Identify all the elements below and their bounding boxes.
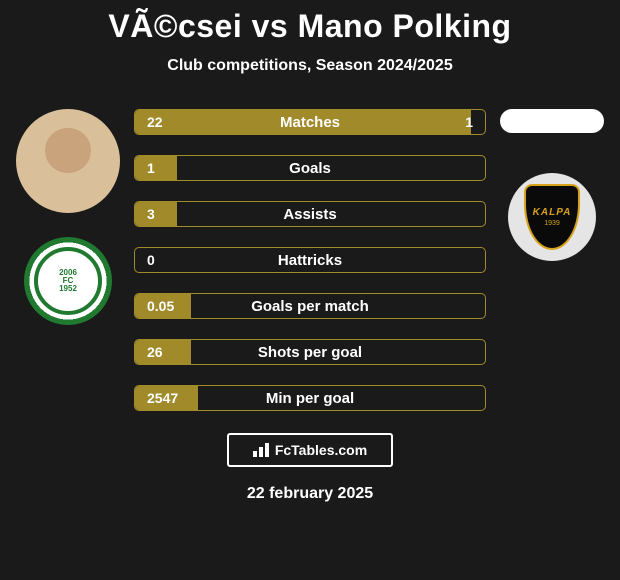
club-shield-year: 1939 <box>544 220 560 227</box>
stat-label: Min per goal <box>135 390 485 407</box>
stat-row: 3Assists <box>134 201 486 227</box>
branding-text: FcTables.com <box>275 442 367 458</box>
date-label: 22 february 2025 <box>247 485 373 503</box>
stats-column: 22Matches11Goals3Assists0Hattricks0.05Go… <box>128 105 492 411</box>
left-column: 2006 FC 1952 <box>8 105 128 325</box>
club-badge-left-inner: 2006 FC 1952 <box>34 247 103 316</box>
player-avatar-left <box>16 109 120 213</box>
stat-row: 2547Min per goal <box>134 385 486 411</box>
subtitle: Club competitions, Season 2024/2025 <box>167 57 452 75</box>
stat-row: 26Shots per goal <box>134 339 486 365</box>
page-title: VÃ©csei vs Mano Polking <box>108 8 511 45</box>
stat-label: Goals <box>135 160 485 177</box>
right-column: KALPA 1939 <box>492 105 612 261</box>
player-avatar-right <box>500 109 604 133</box>
club-badge-left-text: 2006 FC 1952 <box>59 269 77 293</box>
stat-label: Matches <box>135 114 485 131</box>
stat-label: Hattricks <box>135 252 485 269</box>
club-shield-name: KALPA <box>533 207 572 218</box>
main-area: 2006 FC 1952 22Matches11Goals3Assists0Ha… <box>0 105 620 411</box>
branding-badge: FcTables.com <box>227 433 393 467</box>
stat-row: 1Goals <box>134 155 486 181</box>
stat-row: 0.05Goals per match <box>134 293 486 319</box>
club-shield-right: KALPA 1939 <box>524 184 580 250</box>
chart-icon <box>253 443 269 457</box>
comparison-card: VÃ©csei vs Mano Polking Club competition… <box>0 0 620 580</box>
footer: FcTables.com 22 february 2025 <box>227 433 393 503</box>
stat-row: 22Matches1 <box>134 109 486 135</box>
stat-right-value: 1 <box>465 114 473 130</box>
stat-label: Shots per goal <box>135 344 485 361</box>
stat-row: 0Hattricks <box>134 247 486 273</box>
club-badge-left: 2006 FC 1952 <box>24 237 112 325</box>
stat-label: Assists <box>135 206 485 223</box>
club-badge-right: KALPA 1939 <box>508 173 596 261</box>
stat-label: Goals per match <box>135 298 485 315</box>
